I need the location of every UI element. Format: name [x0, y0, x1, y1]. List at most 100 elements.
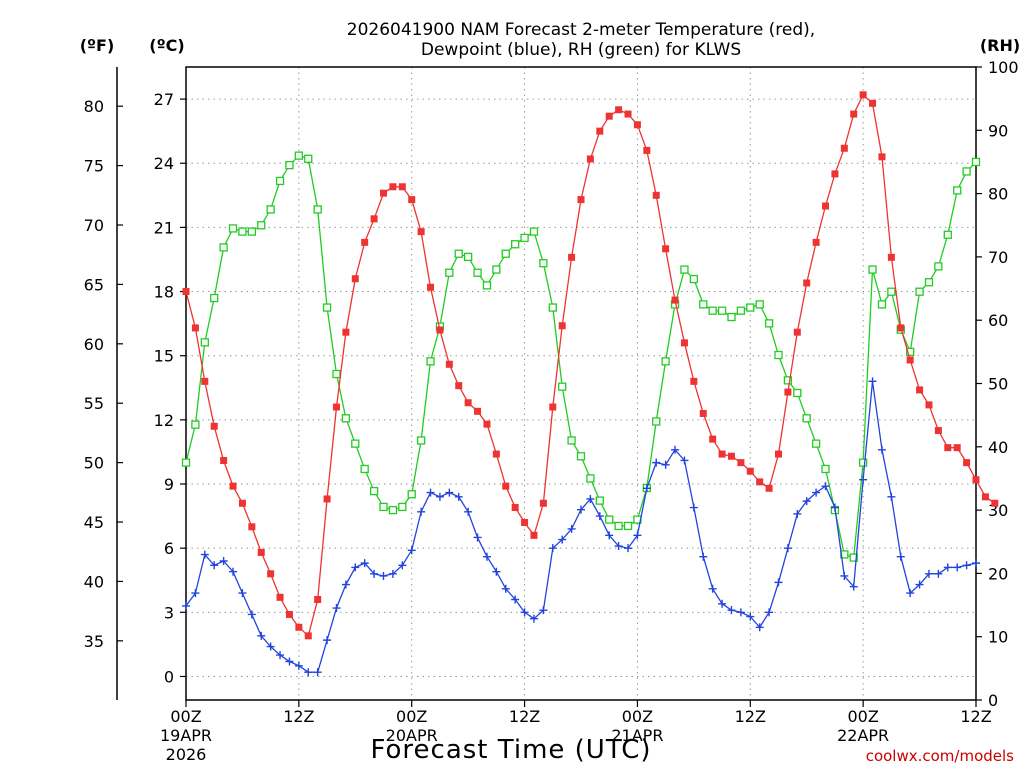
rh-point: [219, 243, 228, 252]
celsius-unit-label: (ºC): [149, 36, 184, 55]
2-meter-temperature-point: [906, 356, 914, 364]
rh-point: [887, 287, 896, 296]
dewpoint-point: [830, 503, 839, 512]
2-meter-temperature-point: [445, 360, 453, 368]
2-meter-temperature-point: [934, 427, 942, 435]
rh-point: [783, 376, 793, 385]
rh-tick-label: 80: [988, 185, 1008, 204]
2-meter-temperature-point: [925, 401, 933, 409]
gridlines: [186, 67, 976, 700]
rh-point: [445, 268, 454, 277]
rh-point: [962, 167, 971, 176]
rh-point: [868, 265, 877, 274]
rh-point: [586, 474, 595, 483]
rh-point: [285, 160, 294, 170]
dewpoint-point: [652, 458, 661, 467]
rh-point: [614, 521, 623, 531]
rh-point: [623, 521, 633, 531]
2-meter-temperature-point: [615, 106, 623, 114]
celsius-tick-label: 24: [154, 154, 174, 173]
fahrenheit-tick-label: 50: [84, 454, 104, 473]
dewpoint-point: [426, 488, 435, 497]
dewpoint-point: [699, 552, 708, 561]
celsius-tick-label: 3: [164, 603, 174, 622]
2-meter-temperature-point: [718, 450, 726, 458]
fahrenheit-tick-label: 55: [84, 394, 104, 413]
dewpoint-point: [398, 561, 407, 570]
rh-series: [181, 151, 981, 562]
2-meter-temperature-point: [398, 183, 406, 191]
2-meter-temperature-point: [521, 519, 529, 527]
dewpoint-point: [765, 608, 774, 617]
dewpoint-point: [962, 561, 971, 570]
time-date-label: 20APR: [386, 726, 438, 745]
fahrenheit-tick-label: 70: [84, 216, 104, 235]
dewpoint-point: [812, 488, 821, 497]
rh-point: [275, 176, 285, 186]
time-tick-label: 12Z: [283, 707, 314, 726]
celsius-tick-label: 0: [164, 667, 174, 686]
2-meter-temperature-point: [652, 191, 660, 199]
time-tick-label: 00Z: [396, 707, 427, 726]
series-layer: [181, 91, 999, 677]
2-meter-temperature-point: [916, 386, 924, 394]
rh-point: [953, 186, 962, 195]
dewpoint-point: [774, 578, 783, 587]
2-meter-temperature-point: [803, 279, 811, 287]
time-date-label: 22APR: [837, 726, 889, 745]
rh-point: [764, 319, 774, 328]
dewpoint-point: [548, 544, 557, 553]
rh-point: [247, 227, 256, 236]
dewpoint-point: [229, 567, 238, 576]
2-meter-temperature-point: [690, 377, 698, 385]
dewpoint-point: [360, 559, 369, 568]
dewpoint-point: [200, 550, 209, 559]
dewpoint-point: [492, 567, 501, 576]
dewpoint-point: [689, 503, 698, 512]
2-meter-temperature-point: [662, 245, 670, 253]
2-meter-temperature-point: [727, 452, 735, 460]
2-meter-temperature-point: [427, 283, 435, 291]
dewpoint-point: [379, 571, 388, 580]
dewpoint-point: [718, 599, 727, 608]
2-meter-temperature-point: [972, 476, 980, 484]
rh-point: [257, 221, 266, 230]
dewpoint-point: [736, 608, 745, 617]
rh-point: [661, 357, 670, 366]
dewpoint-point: [906, 589, 915, 598]
fahrenheit-tick-label: 75: [84, 157, 104, 176]
dewpoint-point: [417, 507, 426, 516]
rh-point: [341, 414, 351, 423]
rh-point: [727, 312, 736, 322]
2-meter-temperature-point: [380, 189, 387, 197]
rh-point: [774, 350, 783, 360]
2-meter-temperature-point: [474, 407, 482, 415]
dewpoint-point: [266, 642, 275, 651]
dewpoint-series: [182, 377, 980, 677]
dewpoint-point: [586, 494, 595, 503]
dewpoint-point: [953, 563, 962, 572]
2-meter-temperature-series: [182, 91, 999, 640]
2-meter-temperature-point: [624, 110, 632, 118]
rh-tick-label: 40: [988, 438, 1008, 457]
2-meter-temperature-point: [229, 482, 237, 490]
dewpoint-point: [868, 377, 877, 386]
2-meter-temperature-point: [408, 196, 416, 204]
rh-point: [238, 227, 247, 236]
dewpoint-point: [520, 608, 529, 617]
dewpoint-point: [624, 544, 633, 553]
2-meter-temperature-point: [953, 444, 961, 452]
dewpoint-point: [407, 546, 416, 555]
2-meter-temperature-point: [897, 324, 905, 332]
rh-point: [520, 233, 529, 243]
dewpoint-point: [529, 614, 538, 623]
celsius-tick-label: 12: [154, 411, 174, 430]
rh-point: [877, 300, 887, 309]
rh-point: [511, 240, 520, 249]
2-meter-temperature-point: [332, 403, 340, 411]
rh-point: [492, 265, 501, 274]
dewpoint-point: [783, 544, 792, 553]
2-meter-temperature-point: [530, 531, 538, 539]
rh-tick-label: 50: [988, 375, 1008, 394]
rh-point: [746, 303, 755, 312]
